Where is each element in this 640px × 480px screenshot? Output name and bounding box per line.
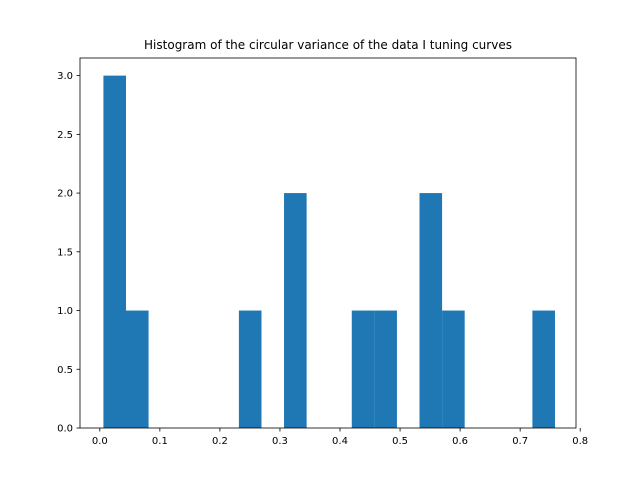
chart-title: Histogram of the circular variance of th… [144,38,512,52]
y-tick-label-2: 1.0 [57,306,73,317]
histogram-bar-19 [532,310,555,428]
x-tick-label-6: 0.6 [452,436,468,447]
y-tick-label-4: 2.0 [57,189,73,200]
bars-layer [103,75,555,429]
x-tick-label-0: 0.0 [92,436,108,447]
histogram-bar-6 [238,310,262,428]
histogram-bar-15 [442,310,465,428]
y-tick-label-6: 3.0 [57,71,73,82]
histogram-bar-12 [374,310,397,428]
x-tick-label-2: 0.2 [212,436,228,447]
x-tick-label-5: 0.5 [392,436,408,447]
y-tick-label-0: 0.0 [57,424,73,435]
histogram-bar-14 [419,193,443,428]
x-axis: 0.0 0.1 0.2 0.3 0.4 0.5 0.6 0.7 0.8 [92,428,588,447]
histogram-bar-11 [351,310,375,428]
x-tick-label-4: 0.4 [332,436,348,447]
y-axis: 0.0 0.5 1.0 1.5 2.0 2.5 3.0 [57,71,80,435]
histogram-bar-8 [284,193,307,428]
histogram-bar-1 [126,310,149,428]
y-tick-label-3: 1.5 [57,247,73,258]
histogram-bar-0 [103,75,126,429]
x-tick-label-1: 0.1 [152,436,168,447]
x-tick-label-7: 0.7 [512,436,528,447]
y-tick-label-5: 2.5 [57,130,73,141]
y-tick-label-1: 0.5 [57,365,73,376]
plot-area-frame [79,57,577,429]
x-tick-label-3: 0.3 [272,436,288,447]
x-tick-label-8: 0.8 [572,436,588,447]
